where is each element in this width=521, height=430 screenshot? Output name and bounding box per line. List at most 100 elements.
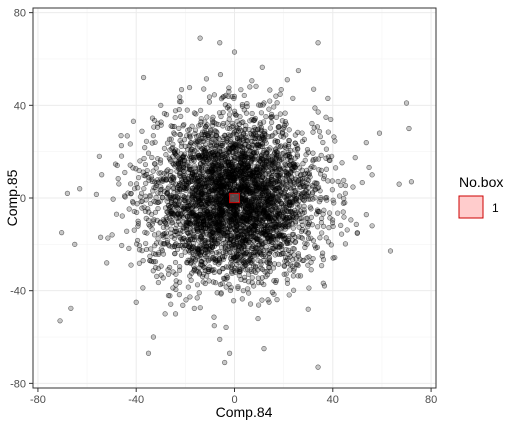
data-point — [308, 267, 314, 273]
data-point — [269, 289, 275, 295]
data-point — [170, 141, 176, 147]
data-point — [223, 251, 229, 257]
data-point — [363, 140, 369, 146]
data-point — [238, 276, 244, 283]
data-point — [312, 105, 318, 111]
data-point — [231, 298, 237, 304]
data-point — [206, 94, 213, 100]
data-point — [189, 245, 196, 251]
data-point — [261, 281, 267, 288]
data-point — [109, 232, 115, 238]
data-point — [406, 125, 412, 132]
data-point — [296, 181, 303, 187]
data-point — [189, 169, 195, 176]
data-point — [197, 155, 203, 161]
data-point — [162, 311, 168, 317]
data-point — [232, 111, 238, 117]
data-point — [173, 286, 179, 293]
data-point — [152, 243, 158, 249]
data-point — [310, 256, 316, 262]
data-point — [227, 125, 233, 132]
data-point — [171, 161, 177, 168]
data-point — [147, 200, 154, 207]
data-point — [172, 250, 178, 257]
data-point — [160, 275, 166, 281]
data-point — [227, 183, 233, 190]
data-point — [273, 146, 279, 152]
data-point — [287, 179, 293, 185]
data-point — [172, 232, 178, 238]
data-point — [249, 110, 255, 117]
data-point — [185, 219, 192, 225]
y-tick-label: 40 — [14, 100, 26, 112]
data-point — [211, 323, 217, 329]
data-point — [155, 251, 162, 258]
data-point — [299, 191, 305, 197]
data-point — [223, 284, 229, 290]
data-point — [118, 133, 124, 139]
data-point — [160, 178, 166, 184]
data-point — [282, 110, 288, 116]
data-point — [257, 250, 264, 257]
data-point — [263, 114, 269, 120]
data-point — [130, 199, 136, 205]
data-point — [144, 246, 150, 253]
data-point — [286, 137, 292, 144]
data-point — [294, 201, 300, 207]
data-point — [315, 364, 321, 370]
data-point — [303, 152, 309, 158]
data-point — [335, 178, 341, 185]
data-point — [196, 123, 202, 129]
data-point — [283, 132, 289, 138]
data-point — [265, 134, 272, 140]
data-point — [205, 256, 212, 262]
data-point — [269, 153, 275, 159]
data-point — [235, 283, 241, 290]
data-point — [222, 359, 228, 366]
data-point — [152, 161, 158, 167]
x-axis-title: Comp.84 — [216, 404, 273, 420]
data-point — [236, 248, 242, 254]
data-point — [304, 193, 310, 199]
data-point — [255, 315, 261, 322]
data-point — [171, 200, 178, 207]
data-point — [305, 221, 312, 227]
data-point — [250, 233, 256, 240]
data-point — [139, 198, 145, 204]
data-point — [275, 124, 281, 130]
y-tick-label: 0 — [20, 193, 26, 205]
data-point — [366, 164, 372, 171]
data-point — [158, 102, 164, 108]
data-point — [116, 181, 122, 187]
data-point — [285, 171, 292, 178]
data-point — [134, 201, 140, 207]
data-point — [177, 234, 183, 240]
data-point — [198, 233, 205, 239]
data-point — [210, 163, 217, 169]
data-point — [153, 199, 159, 205]
data-point — [249, 253, 255, 260]
data-point — [253, 83, 259, 89]
data-point — [265, 297, 271, 303]
data-point — [323, 166, 330, 172]
data-point — [252, 150, 258, 156]
data-point — [232, 254, 239, 260]
data-point — [127, 162, 133, 168]
data-point — [299, 130, 305, 136]
data-point — [201, 86, 207, 92]
data-point — [184, 260, 190, 266]
data-point — [286, 214, 292, 221]
data-point — [223, 264, 229, 270]
data-point — [248, 132, 255, 138]
data-point — [192, 131, 198, 137]
data-point — [311, 125, 317, 131]
data-point — [210, 279, 216, 285]
data-point — [265, 235, 271, 241]
data-point — [240, 288, 246, 294]
data-point — [211, 216, 217, 223]
data-point — [133, 299, 139, 305]
data-point — [201, 145, 207, 151]
data-point — [315, 109, 321, 115]
data-point — [268, 248, 274, 254]
data-point — [168, 168, 174, 175]
